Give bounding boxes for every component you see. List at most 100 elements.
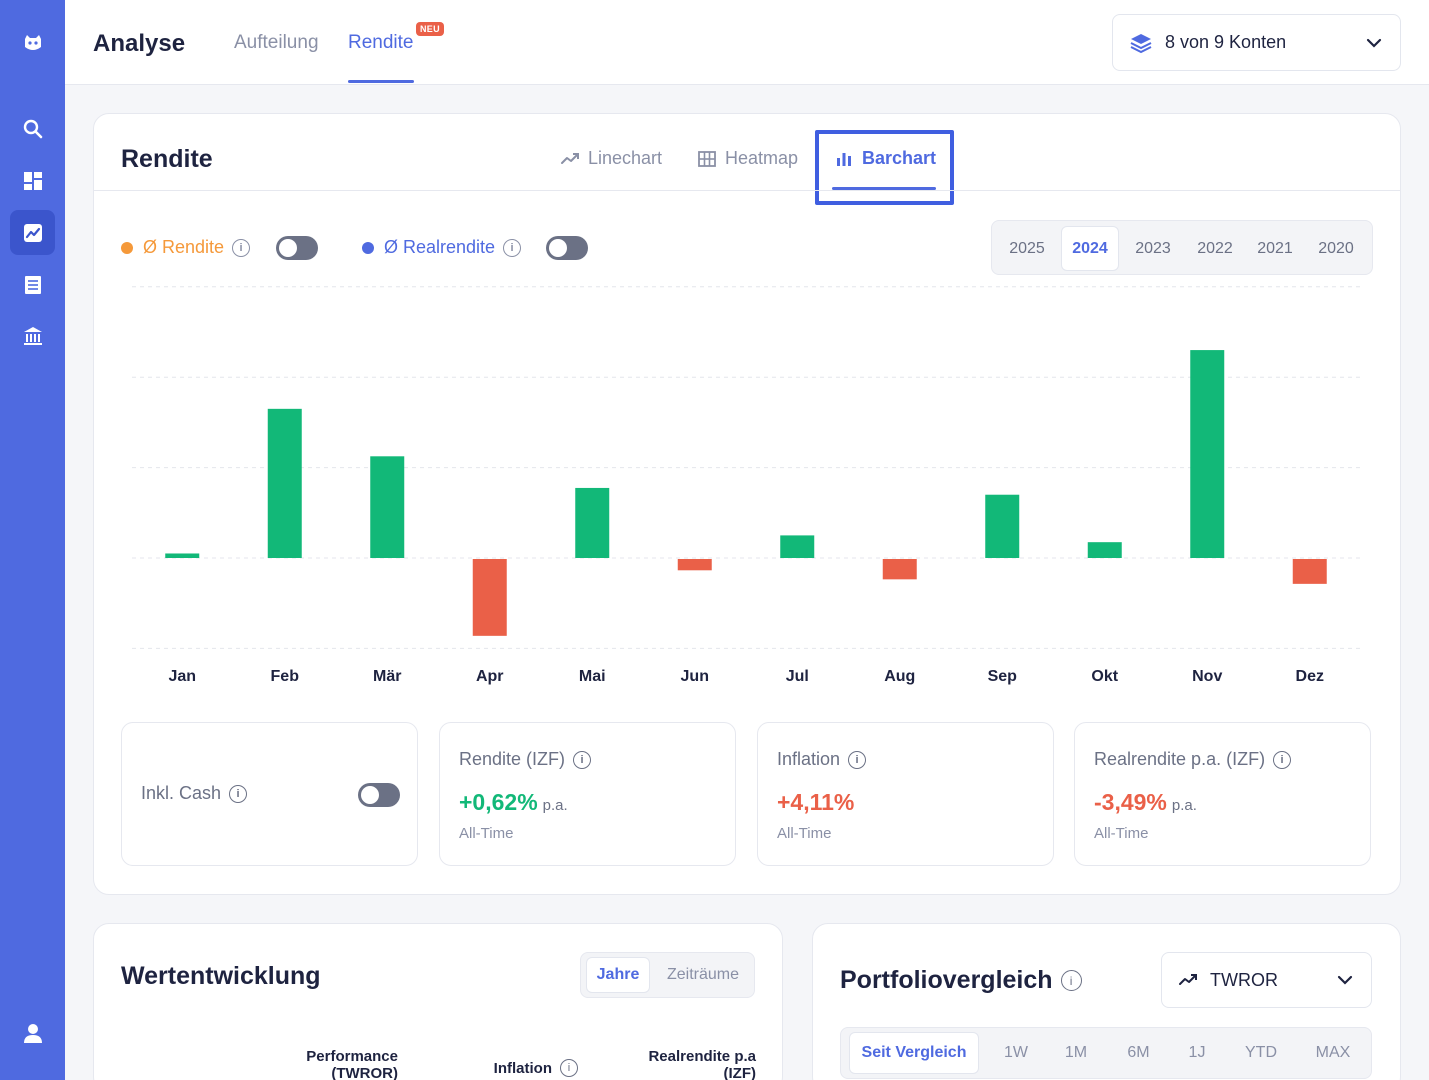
year-2021[interactable]: 2021 (1257, 239, 1293, 257)
stat-rendite-label: Rendite (IZF) i (459, 749, 592, 770)
stat-inflation-value: +4,11% (777, 789, 855, 815)
twror-dropdown[interactable]: TWROR (1161, 952, 1372, 1008)
bar-chart-icon (837, 152, 851, 166)
chevron-down-icon (1337, 975, 1353, 985)
bar-mär[interactable] (370, 456, 405, 558)
col-performance: Performance (TWROR) (280, 1048, 398, 1080)
period-1m[interactable]: 1M (1064, 1044, 1088, 1061)
wertentwicklung-segment: Jahre Zeiträume (580, 952, 755, 998)
year-selector: 2025 2024 2023 2022 2021 2020 (991, 220, 1373, 275)
portfoliovergleich-title: Portfoliovergleich i (840, 966, 1082, 995)
col-realrendite: Realrendite p.a (IZF) (640, 1048, 756, 1080)
x-tick-label: Mär (373, 668, 401, 685)
year-2025[interactable]: 2025 (1009, 239, 1045, 257)
portfoliovergleich-title-text: Portfoliovergleich (840, 966, 1053, 994)
legend-rendite: Ø Rendite i (121, 237, 251, 258)
list-icon[interactable] (10, 262, 55, 307)
info-icon[interactable]: i (503, 238, 522, 257)
bar-apr[interactable] (472, 559, 507, 636)
stat-realrendite-sub: All-Time (1094, 825, 1149, 842)
top-bar: Analyse Aufteilung Rendite NEU 8 von 9 K… (65, 0, 1429, 85)
period-6m[interactable]: 6M (1127, 1044, 1150, 1061)
stat-rendite-value-wrap: +0,62% p.a. (459, 789, 568, 816)
info-icon[interactable]: i (560, 1059, 578, 1077)
stat-realrendite: Realrendite p.a. (IZF) i -3,49% p.a. All-… (1074, 722, 1371, 866)
stat-inflation: Inflation i +4,11% All-Time (757, 722, 1054, 866)
rendite-toggle[interactable] (276, 236, 318, 260)
trend-icon (1179, 974, 1197, 985)
year-2023[interactable]: 2023 (1135, 239, 1171, 257)
account-selector[interactable]: 8 von 9 Konten (1112, 14, 1401, 71)
search-icon[interactable] (10, 106, 55, 151)
info-icon[interactable]: i (1060, 970, 1082, 991)
chart-icon[interactable] (10, 210, 55, 255)
period-1j[interactable]: 1J (1188, 1044, 1206, 1061)
bar-dez[interactable] (1292, 559, 1327, 584)
chevron-down-icon (1366, 38, 1382, 48)
realrendite-toggle[interactable] (546, 236, 588, 260)
active-view-indicator (832, 187, 936, 190)
stat-rendite: Rendite (IZF) i +0,62% p.a. All-Time (439, 722, 736, 866)
twror-dropdown-label: TWROR (1210, 969, 1278, 990)
barchart-highlight (815, 130, 954, 205)
trend-icon (561, 152, 579, 164)
stat-rendite-value: +0,62% (459, 789, 538, 815)
tab-linechart[interactable]: Linechart (560, 148, 662, 169)
bar-okt[interactable] (1087, 542, 1122, 558)
tab-aufteilung[interactable]: Aufteilung (234, 32, 319, 53)
stat-rendite-label-text: Rendite (IZF) (459, 749, 566, 769)
col-performance-label: Performance (TWROR) (306, 1048, 398, 1080)
logo-icon[interactable] (10, 20, 55, 65)
period-1w[interactable]: 1W (1004, 1044, 1028, 1061)
stat-inflation-label: Inflation i (777, 749, 867, 770)
wertentwicklung-card (93, 923, 783, 1080)
info-icon[interactable]: i (848, 750, 867, 769)
info-icon[interactable]: i (232, 238, 251, 257)
x-tick-label: Dez (1296, 668, 1324, 685)
user-icon[interactable] (10, 1010, 55, 1055)
segment-jahre[interactable]: Jahre (586, 957, 650, 993)
segment-zeitraeume[interactable]: Zeiträume (666, 966, 740, 983)
cash-label-text: Inkl. Cash (141, 783, 222, 803)
stat-realrendite-label: Realrendite p.a. (IZF) i (1094, 749, 1292, 770)
period-max[interactable]: MAX (1315, 1044, 1351, 1061)
rendite-card-title: Rendite (121, 145, 213, 173)
cash-box: Inkl. Cash i (121, 722, 418, 866)
stat-realrendite-suffix: p.a. (1171, 797, 1197, 814)
year-2024[interactable]: 2024 (1061, 226, 1119, 271)
stat-realrendite-label-text: Realrendite p.a. (IZF) (1094, 749, 1266, 769)
legend-realrendite: Ø Realrendite i (362, 237, 522, 258)
tab-rendite[interactable]: Rendite (348, 32, 414, 53)
info-icon[interactable]: i (229, 784, 248, 803)
legend-rendite-dot (121, 241, 133, 254)
bar-jan[interactable] (165, 553, 200, 558)
bar-aug[interactable] (882, 559, 917, 580)
dashboard-icon[interactable] (10, 158, 55, 203)
cash-label: Inkl. Cash i (141, 783, 248, 804)
tab-heatmap[interactable]: Heatmap (697, 148, 798, 169)
x-tick-label: Apr (476, 668, 504, 685)
info-icon[interactable]: i (573, 750, 592, 769)
cash-toggle[interactable] (358, 783, 400, 807)
grid-icon (698, 150, 716, 167)
bar-jul[interactable] (780, 535, 815, 558)
year-2020[interactable]: 2020 (1318, 239, 1354, 257)
bar-sep[interactable] (985, 494, 1020, 558)
period-ytd[interactable]: YTD (1245, 1044, 1277, 1061)
bar-feb[interactable] (267, 408, 302, 558)
bank-icon[interactable] (10, 313, 55, 358)
info-icon[interactable]: i (1273, 750, 1292, 769)
bar-jun[interactable] (677, 559, 712, 571)
x-tick-label: Jul (786, 668, 809, 685)
bar-mai[interactable] (575, 487, 610, 558)
new-badge: NEU (416, 22, 444, 36)
legend-rendite-label: Ø Rendite (143, 237, 225, 257)
period-seit-vergleich[interactable]: Seit Vergleich (849, 1032, 979, 1074)
year-2022[interactable]: 2022 (1197, 239, 1233, 257)
bar-nov[interactable] (1190, 350, 1225, 558)
wertentwicklung-title: Wertentwicklung (121, 962, 321, 990)
tab-barchart-label: Barchart (862, 148, 937, 168)
x-tick-label: Sep (988, 668, 1018, 685)
tab-barchart[interactable]: Barchart (834, 148, 936, 169)
stat-rendite-sub: All-Time (459, 825, 514, 842)
